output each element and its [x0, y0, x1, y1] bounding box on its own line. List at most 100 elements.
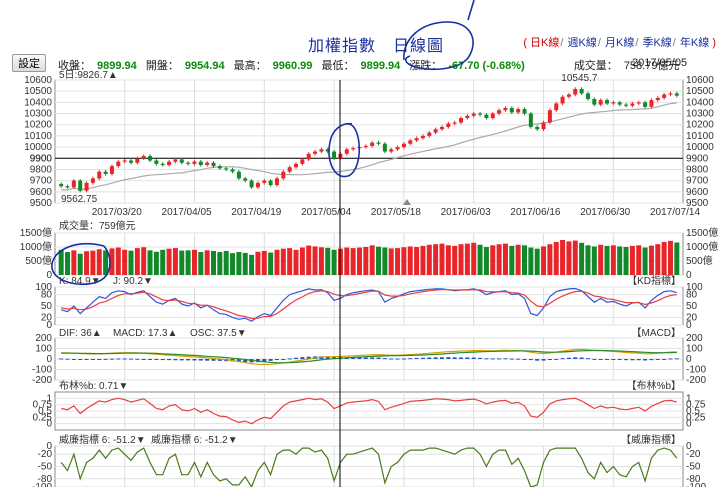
- price-y-tick-left: 10100: [24, 131, 52, 142]
- y-tick-left: 200: [35, 333, 52, 344]
- link-quarterly-k[interactable]: 季K線: [642, 37, 672, 49]
- osc-bar: [84, 359, 89, 360]
- volume-bar: [350, 248, 356, 275]
- volume-bar: [369, 245, 375, 275]
- candle: [211, 162, 216, 167]
- low-label: 最低： 9899.94: [321, 60, 401, 72]
- y-tick-left: 1500億: [20, 226, 52, 239]
- volume-bar: [58, 249, 64, 275]
- volume-bar: [160, 249, 166, 275]
- y-tick-right: 0: [686, 441, 692, 452]
- candle: [287, 167, 292, 172]
- osc-bar: [154, 359, 159, 360]
- osc-bar: [408, 358, 413, 360]
- x-tick: 2017/06/03: [441, 207, 491, 218]
- x-tick: 2017/03/20: [92, 207, 142, 218]
- y-tick-right: 100: [686, 344, 703, 355]
- x-tick: 2017/06/30: [580, 207, 630, 218]
- y-tick-right: 200: [686, 333, 703, 344]
- osc-bar: [522, 359, 527, 360]
- osc-bar: [592, 358, 597, 360]
- osc-bar: [262, 359, 267, 362]
- volume-bar: [604, 245, 610, 275]
- volume-bar: [198, 252, 204, 275]
- candle: [382, 143, 387, 152]
- dif-line: [61, 348, 677, 366]
- osc-bar: [122, 358, 127, 360]
- y-tick-right: -80: [686, 474, 701, 485]
- volume-bar: [471, 242, 477, 275]
- macd-value-label: MACD: 17.3▲: [113, 328, 177, 339]
- osc-bar: [116, 358, 121, 360]
- candle: [135, 158, 140, 163]
- osc-bar: [287, 358, 292, 360]
- osc-bar: [490, 358, 495, 360]
- osc-bar: [243, 359, 248, 363]
- osc-bar: [173, 359, 178, 361]
- y-tick-left: 0.5: [38, 406, 52, 417]
- link-monthly-k[interactable]: 月K線: [604, 37, 635, 49]
- candle: [179, 159, 184, 163]
- volume-bar: [426, 244, 432, 275]
- volume-bar: [84, 251, 90, 275]
- osc-bar: [439, 357, 444, 359]
- candle: [605, 100, 610, 104]
- link-weekly-k[interactable]: 週K線: [567, 37, 597, 49]
- volume-bar: [433, 244, 439, 275]
- candle: [319, 149, 324, 152]
- osc-bar: [389, 358, 394, 360]
- y-tick-right: -200: [686, 375, 706, 386]
- osc-bar: [674, 358, 679, 360]
- osc-bar: [97, 359, 102, 360]
- osc-bar: [325, 356, 330, 359]
- candle: [617, 102, 622, 105]
- osc-bar: [471, 357, 476, 359]
- annotation-circle-change: [403, 21, 474, 71]
- candle: [313, 151, 318, 154]
- link-daily-k[interactable]: 日K線: [530, 37, 560, 49]
- candle: [116, 161, 121, 167]
- y-tick-left: 0: [46, 270, 52, 281]
- volume-label: 成交量： 758.79億元: [573, 60, 680, 72]
- candle: [255, 182, 260, 188]
- candle: [420, 135, 425, 139]
- candle: [535, 126, 540, 130]
- close-label: 收盤： 9899.94: [58, 60, 137, 72]
- volume-bar: [522, 245, 527, 275]
- price-y-tick-right: 10600: [686, 75, 714, 86]
- volume-bar: [274, 249, 280, 275]
- osc-bar: [192, 359, 197, 361]
- osc-bar: [351, 357, 356, 359]
- price-y-tick-left: 10000: [24, 142, 52, 153]
- volume-bar: [515, 244, 521, 275]
- osc-bar: [465, 357, 470, 359]
- candle: [560, 96, 565, 104]
- volume-bar: [648, 245, 654, 275]
- volume-bar: [236, 252, 242, 275]
- volume-bar: [255, 251, 261, 275]
- candle: [300, 159, 305, 164]
- volume-bar: [547, 244, 553, 275]
- volume-bar: [502, 243, 508, 275]
- osc-bar: [376, 357, 381, 359]
- osc-bar: [414, 357, 419, 359]
- candle: [516, 109, 521, 113]
- bollinger-title: 【布林%b】: [627, 379, 681, 392]
- y-tick-left: 1: [46, 393, 52, 404]
- osc-bar: [186, 359, 191, 361]
- candle: [84, 182, 89, 191]
- candle: [128, 160, 133, 163]
- candle: [294, 163, 299, 168]
- osc-bar: [452, 357, 457, 359]
- candle: [446, 123, 451, 127]
- settings-button[interactable]: 設定: [12, 54, 46, 72]
- volume-bar: [445, 245, 451, 275]
- candle: [109, 166, 114, 174]
- osc-bar: [585, 358, 590, 360]
- link-yearly-k[interactable]: 年K線: [679, 37, 710, 49]
- candle: [141, 156, 146, 159]
- osc-bar: [459, 357, 464, 359]
- y-tick-right: 20: [686, 312, 698, 323]
- high-label: 最高： 9960.99: [233, 60, 313, 72]
- x-tick: 2017/07/14: [650, 207, 700, 218]
